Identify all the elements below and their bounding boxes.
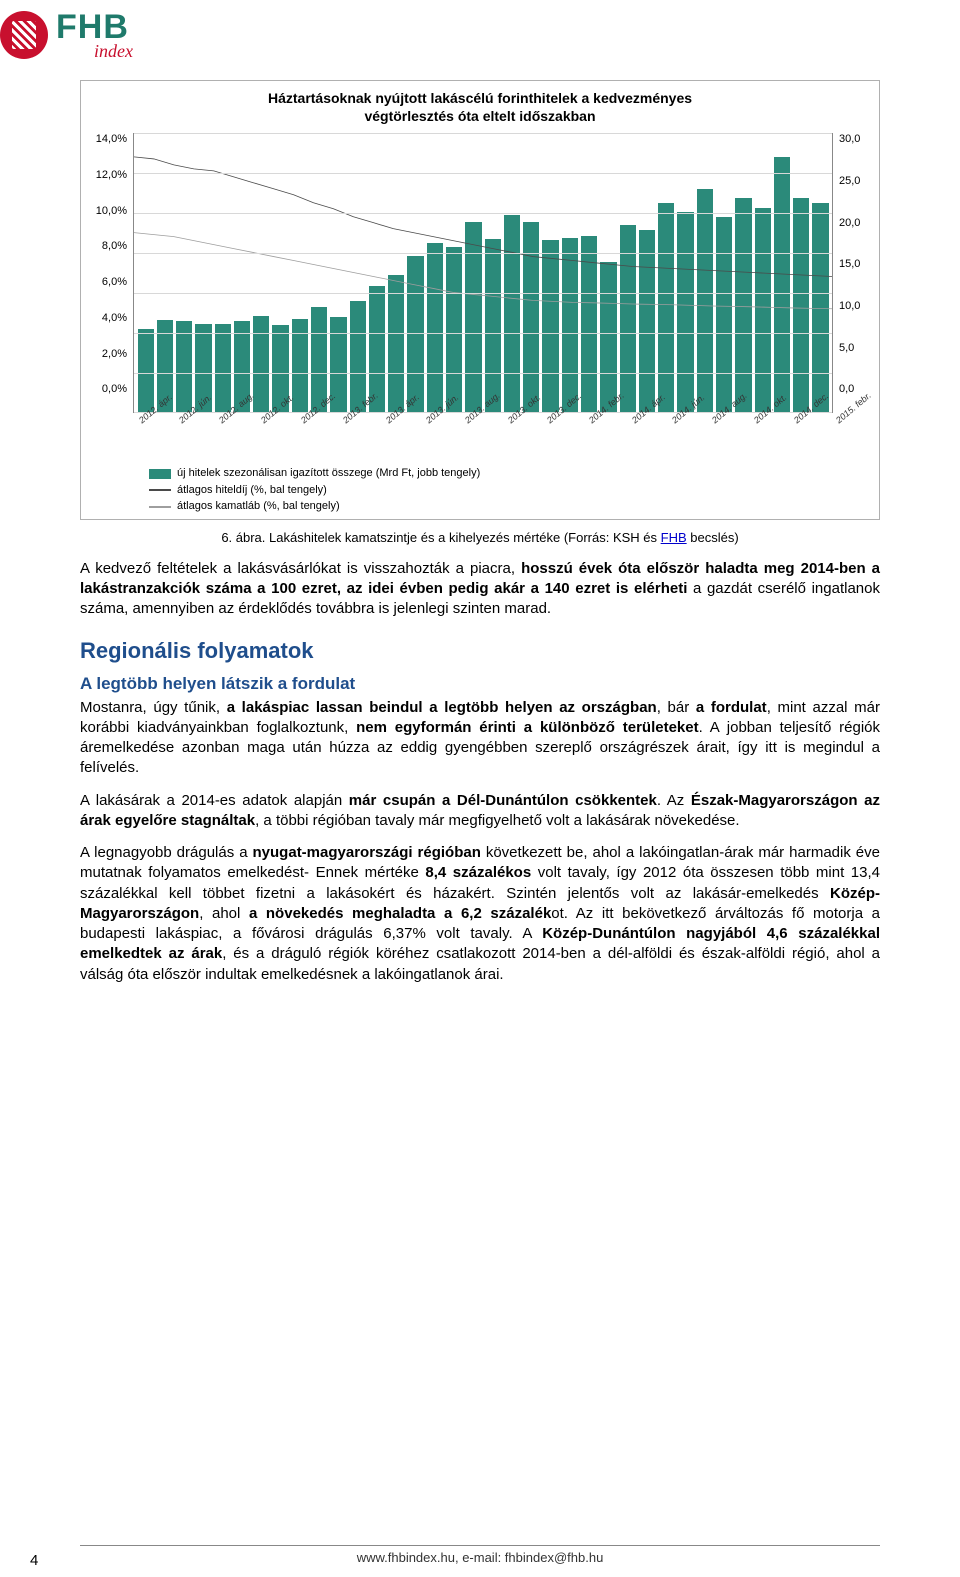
chart: Háztartásoknak nyújtott lakáscélú forint…	[80, 80, 880, 520]
y-left-tick: 4,0%	[89, 312, 127, 324]
grid-line	[134, 173, 832, 174]
paragraph-2: A lakásárak a 2014-es adatok alapján már…	[80, 791, 880, 832]
y-right-tick: 5,0	[839, 342, 871, 354]
bold-text: a növekedés meghaladta a 6,2 százalék	[249, 905, 551, 922]
bold-text: 8,4 százalékos	[425, 864, 531, 881]
text: Mostanra, úgy tűnik,	[80, 699, 227, 716]
grid-line	[134, 373, 832, 374]
y-left-tick: 12,0%	[89, 169, 127, 181]
y-right-tick: 10,0	[839, 300, 871, 312]
paragraph-3: A legnagyobb drágulás a nyugat-magyarors…	[80, 843, 880, 985]
y-axis-right: 30,025,020,015,010,05,00,0	[833, 133, 871, 413]
y-left-tick: 2,0%	[89, 348, 127, 360]
logo-icon	[0, 11, 48, 59]
y-left-tick: 10,0%	[89, 205, 127, 217]
logo: FHB index	[0, 10, 133, 60]
caption-prefix: 6. ábra.	[221, 530, 265, 545]
text: , bár	[657, 699, 696, 716]
chart-title: Háztartásoknak nyújtott lakáscélú forint…	[89, 89, 871, 125]
caption-suffix: becslés)	[690, 530, 738, 545]
chart-caption: 6. ábra. Lakáshitelek kamatszintje és a …	[80, 530, 880, 545]
caption-text: Lakáshitelek kamatszintje és a kihelyezé…	[269, 530, 661, 545]
intro-paragraph: A kedvező feltételek a lakásvásárlókat i…	[80, 559, 880, 620]
text: A kedvező feltételek a lakásvásárlókat i…	[80, 560, 521, 577]
y-axis-left: 14,0% 12,0% 10,0% 8,0% 6,0% 4,0% 2,0% 0,0%	[89, 133, 133, 413]
footer: www.fhbindex.hu, e-mail: fhbindex@fhb.hu	[0, 1545, 960, 1565]
chart-title-line1: Háztartásoknak nyújtott lakáscélú forint…	[268, 90, 692, 106]
chart-plot: 14,0% 12,0% 10,0% 8,0% 6,0% 4,0% 2,0% 0,0% 30,0…	[89, 133, 871, 413]
y-right-tick: 15,0	[839, 258, 871, 270]
y-left-tick: 6,0%	[89, 276, 127, 288]
bold-text: már csupán a Dél-Dunántúlon csökkentek	[349, 792, 657, 809]
text: A legnagyobb drágulás a	[80, 844, 253, 861]
lines-overlay	[134, 133, 832, 412]
bold-text: nem egyformán érinti a különböző terület…	[356, 719, 698, 736]
legend-item-bars: új hitelek szezonálisan igazított összeg…	[149, 465, 871, 482]
page-number: 4	[30, 1552, 38, 1569]
legend-label: új hitelek szezonálisan igazított összeg…	[177, 465, 480, 482]
plot-area	[133, 133, 833, 413]
grid-line	[134, 293, 832, 294]
paragraph-1: Mostanra, úgy tűnik, a lakáspiac lassan …	[80, 698, 880, 779]
legend-label: átlagos hiteldíj (%, bal tengely)	[177, 482, 327, 499]
subheading-fordulat: A legtöbb helyen látszik a fordulat	[80, 674, 880, 694]
logo-brand: FHB	[56, 10, 133, 44]
logo-sub: index	[94, 42, 133, 60]
body-text: A kedvező feltételek a lakásvásárlókat i…	[80, 559, 880, 985]
caption-link[interactable]: FHB	[661, 530, 687, 545]
x-axis: 2012. ápr.2012. jún.2012. aug.2012. okt.…	[133, 413, 833, 461]
y-left-tick: 8,0%	[89, 240, 127, 252]
text: A lakásárak a 2014-es adatok alapján	[80, 792, 349, 809]
legend-swatch-line	[149, 489, 171, 491]
bold-text: nyugat-magyarországi régióban	[253, 844, 481, 861]
y-right-tick: 20,0	[839, 217, 871, 229]
grid-line	[134, 133, 832, 134]
logo-text: FHB index	[56, 10, 133, 60]
legend-swatch-line	[149, 506, 171, 508]
footer-divider	[80, 1545, 880, 1546]
legend-item-line1: átlagos hiteldíj (%, bal tengely)	[149, 482, 871, 499]
legend-label: átlagos kamatláb (%, bal tengely)	[177, 498, 340, 515]
y-right-tick: 25,0	[839, 175, 871, 187]
heading-regional: Regionális folyamatok	[80, 638, 880, 664]
bold-text: a lakáspiac lassan beindul a legtöbb hel…	[227, 699, 657, 716]
bold-text: a fordulat	[696, 699, 767, 716]
y-left-tick: 14,0%	[89, 133, 127, 145]
y-left-tick: 0,0%	[89, 383, 127, 395]
chart-legend: új hitelek szezonálisan igazított összeg…	[149, 465, 871, 515]
grid-line	[134, 333, 832, 334]
chart-title-line2: végtörlesztés óta eltelt időszakban	[364, 108, 595, 124]
text: . Az	[657, 792, 691, 809]
grid-line	[134, 253, 832, 254]
footer-text: www.fhbindex.hu, e-mail: fhbindex@fhb.hu	[357, 1550, 604, 1565]
legend-item-line2: átlagos kamatláb (%, bal tengely)	[149, 498, 871, 515]
legend-swatch-bar	[149, 469, 171, 479]
grid-line	[134, 213, 832, 214]
line-hiteldij	[134, 157, 832, 277]
page: FHB index Háztartásoknak nyújtott lakásc…	[0, 0, 960, 1577]
text: , ahol	[199, 905, 249, 922]
y-right-tick: 30,0	[839, 133, 871, 145]
text: , a többi régióban tavaly már megfigyelh…	[255, 812, 739, 829]
line-kamatlab	[134, 233, 832, 309]
